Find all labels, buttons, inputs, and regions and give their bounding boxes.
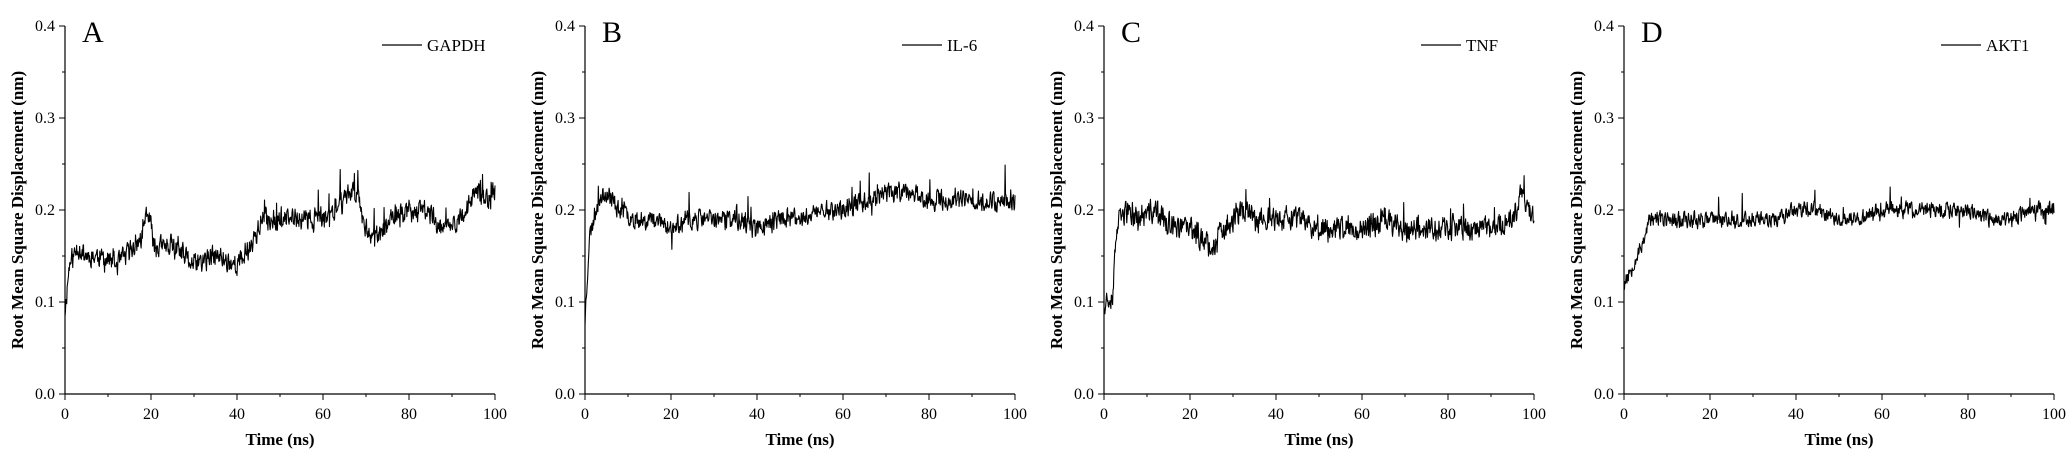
x-tick-label: 40 xyxy=(1788,406,1804,423)
chart-panel-c: 0 20 40 60 80 100 0.0 0.1 0.2 0.3 0.4 Time (ns) Root… xyxy=(1047,16,1546,449)
y-tick-label: 0.1 xyxy=(35,294,55,311)
x-tick-label: 0 xyxy=(1620,406,1628,423)
x-axis-title: Time (ns) xyxy=(765,430,834,449)
chart-panel-d: 0 20 40 60 80 100 0.0 0.1 0.2 0.3 0.4 Time (ns) Root… xyxy=(1567,16,2066,449)
x-tick-label: 40 xyxy=(229,406,245,423)
series-line-il-6 xyxy=(584,164,1016,325)
x-tick-label: 80 xyxy=(401,406,417,423)
y-tick-label: 0.2 xyxy=(1594,202,1614,219)
x-tick-label: 80 xyxy=(1960,406,1976,423)
chart-panel-a: 0 20 40 60 80 100 0.0 0.1 0.2 0.3 0.4 Time (ns) Root… xyxy=(8,16,507,449)
panel-letter: A xyxy=(82,16,104,49)
x-axis-title: Time (ns) xyxy=(1284,430,1353,449)
series-line-gapdh xyxy=(64,168,496,316)
x-axis-title: Time (ns) xyxy=(245,430,314,449)
x-tick-label: 60 xyxy=(1874,406,1890,423)
y-tick-label: 0.3 xyxy=(1594,110,1614,127)
panel-letter: D xyxy=(1641,16,1663,49)
panel-letter: B xyxy=(602,16,622,49)
y-tick-label: 0.4 xyxy=(555,18,575,35)
x-tick-label: 0 xyxy=(61,406,69,423)
y-axis-title: Root Mean Square Displacement (nm) xyxy=(8,71,27,349)
y-tick-label: 0.4 xyxy=(1074,18,1094,35)
x-tick-label: 20 xyxy=(143,406,159,423)
legend-label: TNF xyxy=(1466,36,1498,55)
x-tick-label: 80 xyxy=(921,406,937,423)
y-axis-title: Root Mean Square Displacement (nm) xyxy=(528,71,547,349)
y-tick-label: 0.0 xyxy=(35,386,55,403)
x-tick-label: 60 xyxy=(315,406,331,423)
y-tick-label: 0.3 xyxy=(35,110,55,127)
legend-label: IL-6 xyxy=(947,36,977,55)
y-tick-label: 0.2 xyxy=(1074,202,1094,219)
chart-panel-b: 0 20 40 60 80 100 0.0 0.1 0.2 0.3 0.4 Time (ns) Root… xyxy=(528,16,1027,449)
x-tick-label: 100 xyxy=(1522,406,1546,423)
x-tick-label: 100 xyxy=(2042,406,2066,423)
x-tick-label: 80 xyxy=(1440,406,1456,423)
y-tick-label: 0.0 xyxy=(1074,386,1094,403)
x-tick-label: 0 xyxy=(581,406,589,423)
y-tick-label: 0.3 xyxy=(1074,110,1094,127)
legend-label: GAPDH xyxy=(427,36,486,55)
x-tick-label: 40 xyxy=(1268,406,1284,423)
x-tick-label: 20 xyxy=(1182,406,1198,423)
x-tick-label: 60 xyxy=(1354,406,1370,423)
x-tick-label: 0 xyxy=(1100,406,1108,423)
y-tick-label: 0.0 xyxy=(555,386,575,403)
x-tick-label: 40 xyxy=(749,406,765,423)
y-tick-label: 0.1 xyxy=(555,294,575,311)
y-tick-label: 0.4 xyxy=(35,18,55,35)
y-tick-label: 0.3 xyxy=(555,110,575,127)
series-line-akt1 xyxy=(1623,186,2055,290)
x-tick-label: 20 xyxy=(663,406,679,423)
x-tick-label: 100 xyxy=(1003,406,1027,423)
x-tick-label: 100 xyxy=(483,406,507,423)
y-tick-label: 0.1 xyxy=(1594,294,1614,311)
y-tick-label: 0.2 xyxy=(555,202,575,219)
y-axis-title: Root Mean Square Displacement (nm) xyxy=(1047,71,1066,349)
y-tick-label: 0.0 xyxy=(1594,386,1614,403)
x-tick-label: 20 xyxy=(1702,406,1718,423)
panel-letter: C xyxy=(1121,16,1141,49)
y-tick-label: 0.4 xyxy=(1594,18,1614,35)
x-tick-label: 60 xyxy=(835,406,851,423)
legend-label: AKT1 xyxy=(1986,36,2029,55)
y-tick-label: 0.2 xyxy=(35,202,55,219)
x-axis-title: Time (ns) xyxy=(1804,430,1873,449)
series-line-tnf xyxy=(1103,175,1535,315)
y-axis-title: Root Mean Square Displacement (nm) xyxy=(1567,71,1586,349)
y-tick-label: 0.1 xyxy=(1074,294,1094,311)
